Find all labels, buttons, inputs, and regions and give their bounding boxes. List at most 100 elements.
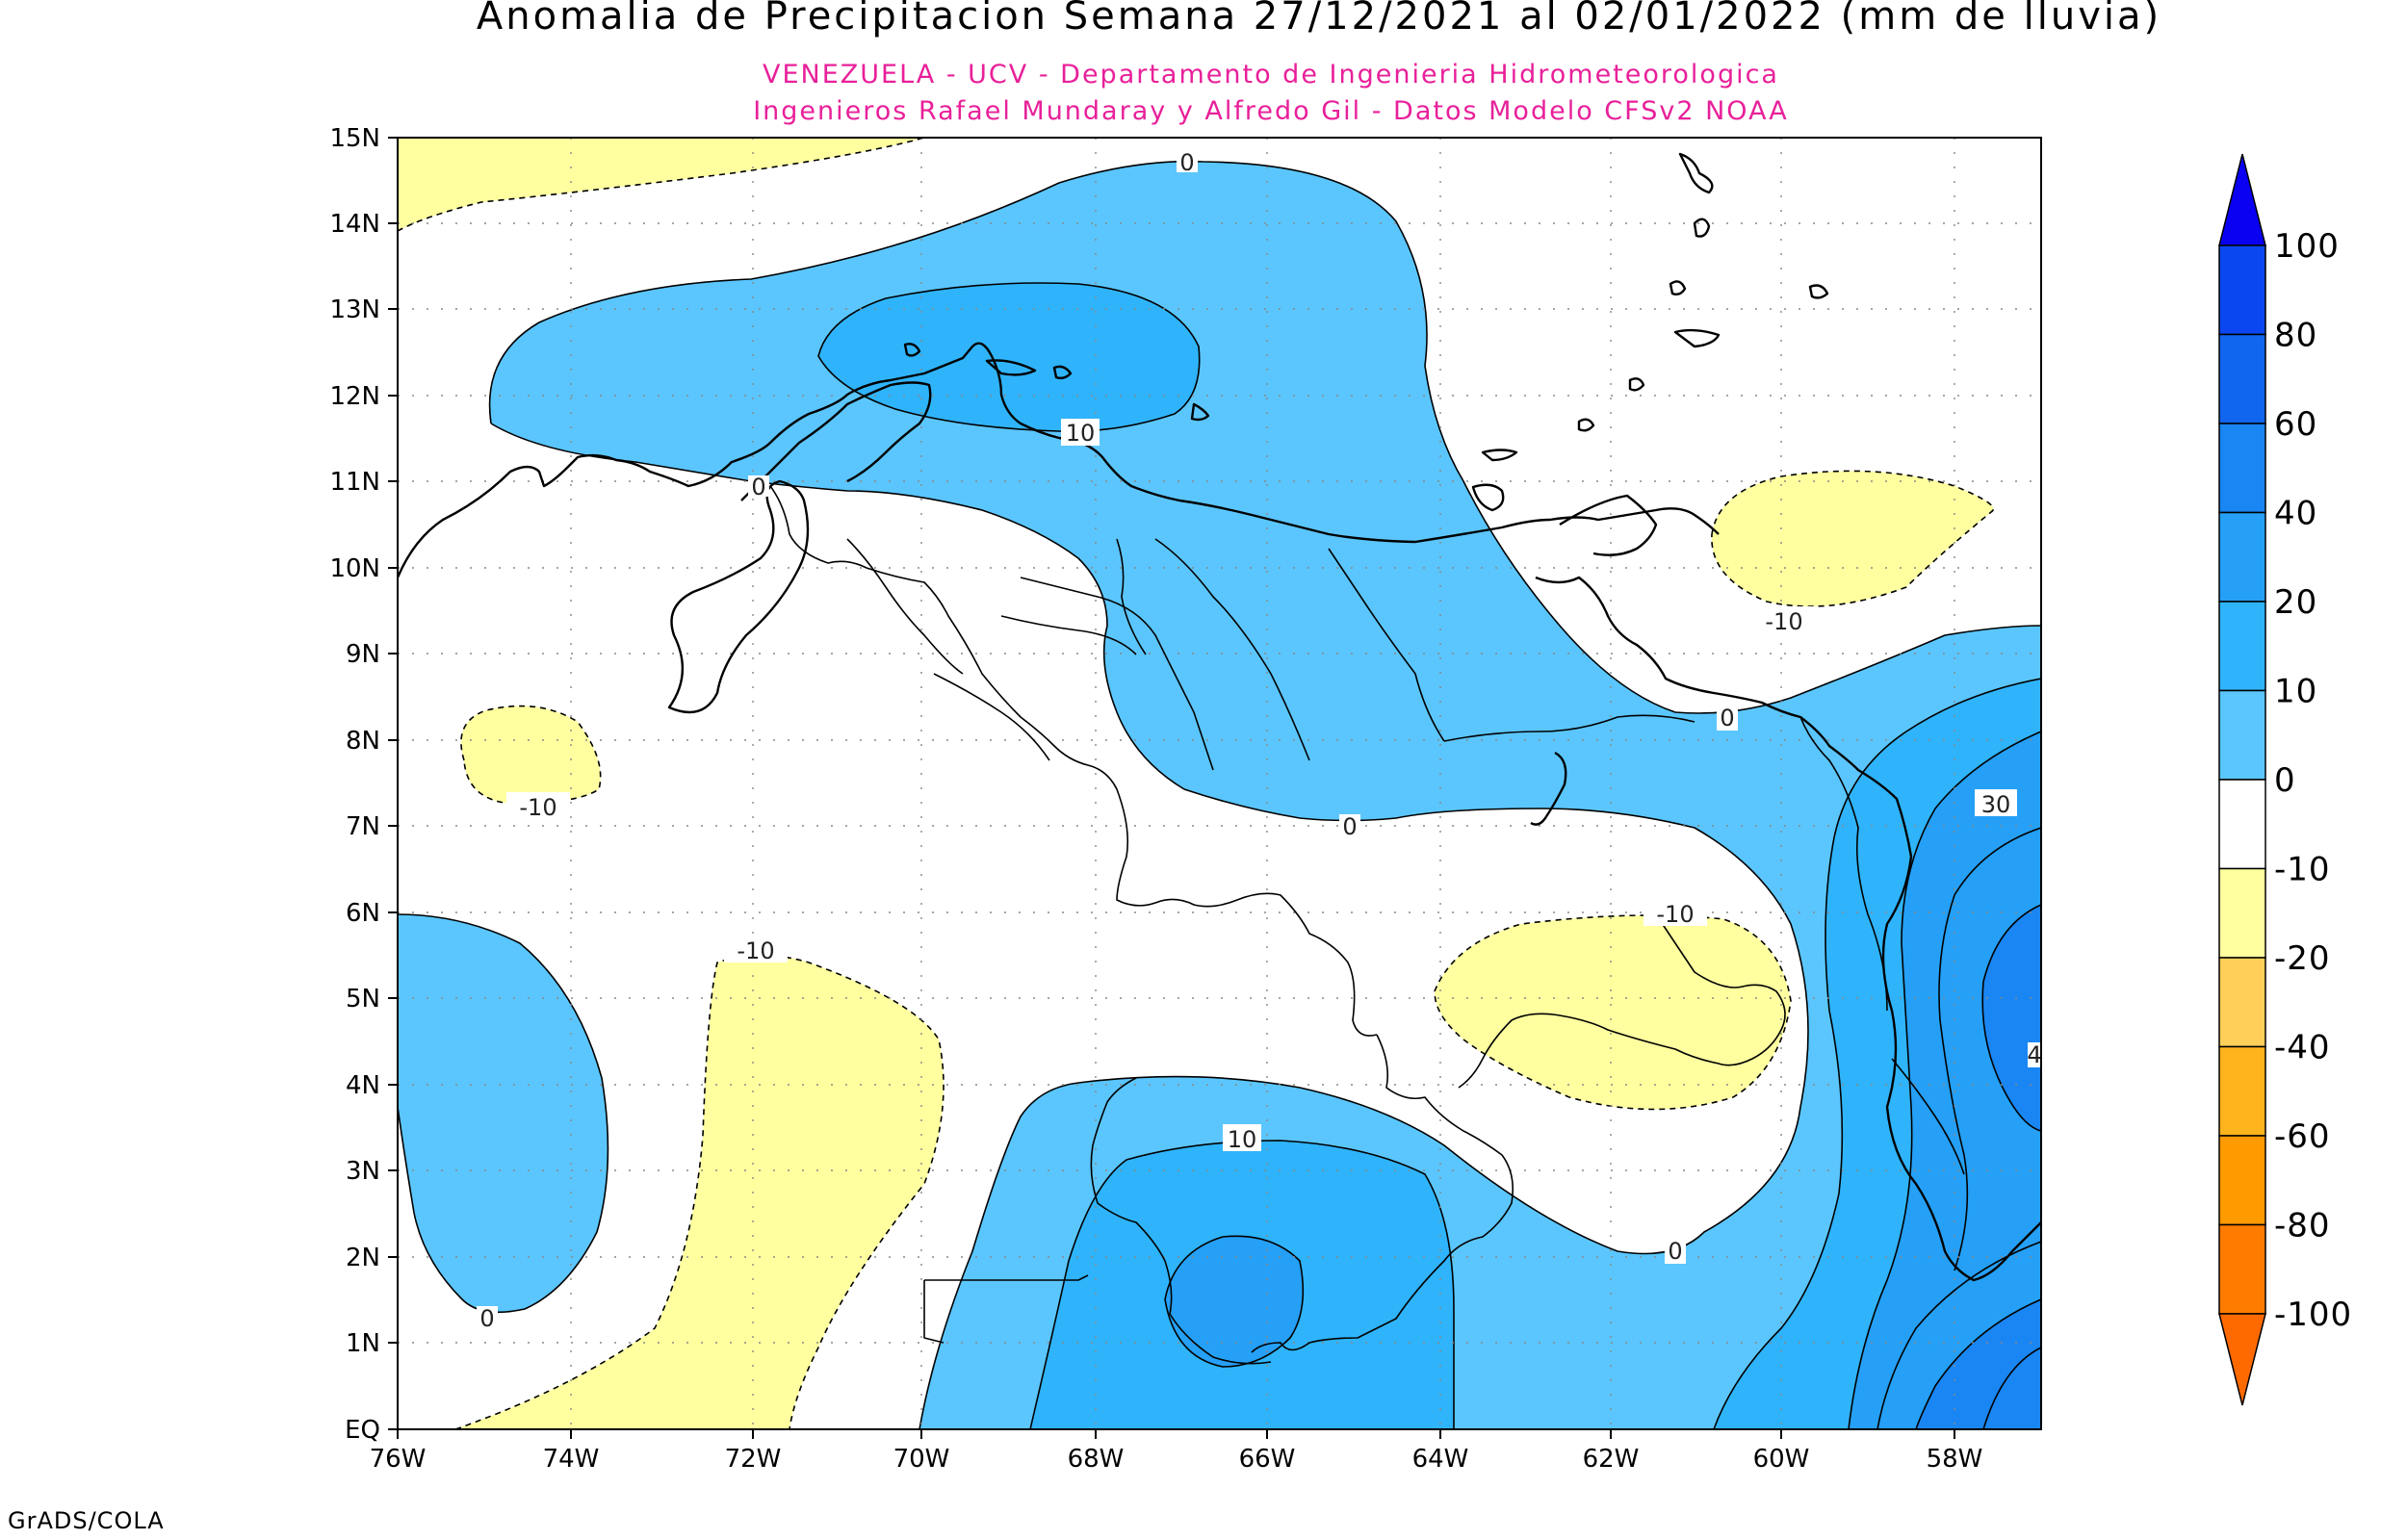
svg-text:0: 0 — [479, 1305, 494, 1332]
colorbar-label: 0 — [2274, 761, 2296, 800]
svg-text:0: 0 — [1668, 1238, 1682, 1265]
map-title: Anomalia de Precipitacion Semana 27/12/2… — [477, 0, 2161, 38]
pos-anomaly-region-southeast — [1916, 1299, 2041, 1429]
svg-text:0: 0 — [1342, 813, 1357, 840]
svg-text:0: 0 — [751, 474, 765, 500]
lat-tick-label: EQ — [345, 1416, 380, 1445]
lon-tick-label: 68W — [1068, 1445, 1125, 1474]
contour-label: 10 — [1223, 1124, 1261, 1153]
borders — [769, 485, 1965, 1365]
colorbar-swatch — [2218, 1045, 2266, 1137]
colorbar-swatch — [2218, 423, 2266, 514]
plot-area: 0 10 0 -10 0 -10 0 30 -10 -10 10 0 0 4 — [398, 138, 2041, 1429]
lat-tick-label: 4N — [346, 1071, 380, 1100]
colorbar-label: -10 — [2274, 851, 2331, 889]
lon-tick-label: 64W — [1412, 1445, 1469, 1474]
contour-label: 0 — [1339, 813, 1360, 840]
contour-label: 30 — [1975, 789, 2017, 818]
colorbar-swatch — [2218, 333, 2266, 424]
colorbar-label: -100 — [2274, 1296, 2352, 1334]
lat-tick-label: 5N — [346, 985, 380, 1014]
colorbar-arrow-bottom — [2218, 1313, 2266, 1406]
coastlines — [398, 152, 2041, 1282]
svg-text:30: 30 — [1981, 791, 2011, 818]
colorbar-swatch — [2218, 1135, 2266, 1226]
lat-tick-label: 15N — [329, 124, 380, 153]
grads-credit: GrADS/COLA — [8, 1507, 165, 1534]
svg-text:0: 0 — [1720, 705, 1734, 732]
contour-label: 0 — [748, 474, 769, 500]
colorbar-swatch — [2218, 689, 2266, 781]
neg-anomaly-region-southwest — [455, 955, 944, 1429]
svg-text:-10: -10 — [737, 937, 774, 964]
svg-text:10: 10 — [1066, 420, 1096, 447]
lon-axis: 76W 74W 72W 70W 68W 66W 64W 62W 60W 58W — [370, 1429, 1983, 1474]
lat-tick-label: 3N — [346, 1157, 380, 1186]
lat-tick-label: 6N — [346, 899, 380, 928]
pos-anomaly-region-east-mid — [1849, 732, 2041, 1429]
svg-text:0: 0 — [1179, 149, 1194, 176]
contour-label: 4 — [2027, 1041, 2041, 1068]
pos-anomaly-region-caribbean — [818, 283, 1200, 432]
neg-anomaly-region-northeast — [1711, 471, 1994, 606]
colorbar-label: 20 — [2274, 583, 2317, 622]
colorbar-swatch — [2218, 957, 2266, 1048]
lon-tick-label: 74W — [543, 1445, 600, 1474]
colorbar-label: 60 — [2274, 405, 2317, 444]
lat-tick-label: 14N — [329, 210, 380, 239]
lon-tick-label: 62W — [1583, 1445, 1640, 1474]
contour-label-group: 0 10 0 -10 0 -10 0 30 -10 -10 10 0 0 4 — [477, 149, 2041, 1332]
colorbar-label: -20 — [2274, 939, 2331, 978]
contour-label: 0 — [1665, 1238, 1686, 1265]
pos-anomaly-region-north — [489, 161, 2041, 1429]
svg-text:-10: -10 — [519, 794, 556, 821]
pos-anomaly-region-south-core — [1165, 1236, 1304, 1367]
colorbar-label: -40 — [2274, 1029, 2331, 1067]
contour-label: -10 — [1752, 606, 1816, 635]
map-subtitle-line1: VENEZUELA - UCV - Departamento de Ingeni… — [763, 60, 1779, 90]
contour-label: 0 — [1717, 705, 1738, 732]
colorbar-swatch — [2218, 601, 2266, 692]
colorbar-swatch — [2218, 867, 2266, 959]
lat-axis: 15N 14N 13N 12N 11N 10N 9N 8N 7N 6N 5N 4… — [329, 124, 398, 1445]
colorbar-swatch — [2218, 511, 2266, 603]
lon-tick-label: 72W — [725, 1445, 782, 1474]
contour-label: -10 — [1643, 899, 1707, 928]
contour-label: 0 — [1177, 149, 1198, 176]
colorbar-label: 10 — [2274, 673, 2317, 711]
lat-tick-label: 9N — [346, 640, 380, 669]
plot-frame — [397, 137, 2042, 1430]
neg-anomaly-region-guyana — [1435, 915, 1791, 1110]
lon-tick-label: 70W — [893, 1445, 950, 1474]
lat-tick-label: 10N — [329, 554, 380, 583]
lat-tick-label: 7N — [346, 812, 380, 841]
contour-label: -10 — [506, 792, 570, 821]
lon-tick-label: 58W — [1927, 1445, 1983, 1474]
lat-tick-label: 1N — [346, 1329, 380, 1358]
contour-label: 0 — [477, 1305, 498, 1332]
colorbar-label: 40 — [2274, 495, 2317, 533]
lat-tick-label: 13N — [329, 295, 380, 324]
colorbar-swatch — [2218, 1223, 2266, 1315]
colorbar-label: 80 — [2274, 317, 2317, 355]
svg-text:-10: -10 — [1765, 608, 1802, 635]
neg-anomaly-region-northwest — [398, 138, 924, 231]
colorbar-label: 100 — [2274, 227, 2340, 266]
contour-label: 10 — [1061, 419, 1100, 447]
colorbar-swatch — [2218, 244, 2266, 336]
lat-tick-label: 2N — [346, 1244, 380, 1272]
lon-tick-label: 66W — [1239, 1445, 1296, 1474]
lon-tick-label: 60W — [1753, 1445, 1810, 1474]
lon-tick-label: 76W — [370, 1445, 427, 1474]
svg-text:10: 10 — [1228, 1126, 1257, 1153]
lat-tick-label: 12N — [329, 382, 380, 411]
colorbar-arrow-top — [2218, 153, 2266, 246]
map-subtitle-line2: Ingenieros Rafael Mundaray y Alfredo Gil… — [753, 96, 1789, 126]
svg-text:-10: -10 — [1656, 901, 1694, 928]
lat-tick-label: 11N — [329, 468, 380, 497]
neg-anomaly-region-west — [460, 706, 601, 804]
colorbar-swatch — [2218, 779, 2266, 870]
colorbar-label: -60 — [2274, 1117, 2331, 1156]
